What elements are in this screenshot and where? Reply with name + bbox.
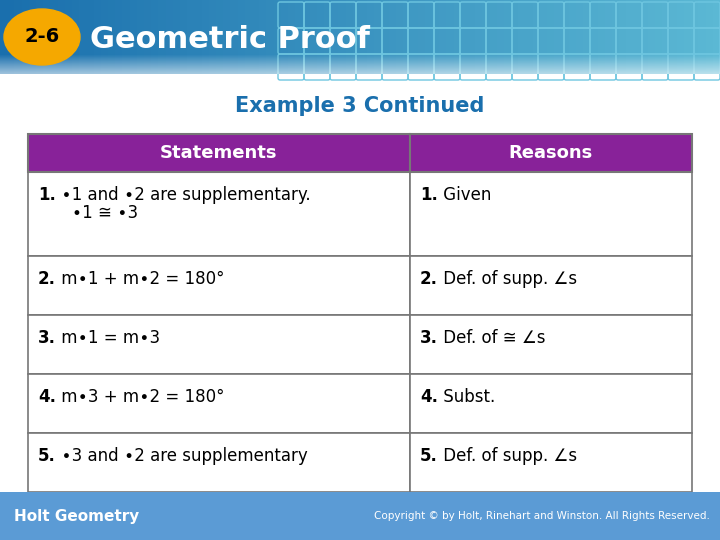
Bar <box>28 315 410 374</box>
Bar <box>0 54 720 55</box>
Text: Example 3 Continued: Example 3 Continued <box>235 96 485 116</box>
Text: Reasons: Reasons <box>509 144 593 162</box>
Text: 4.: 4. <box>420 388 438 406</box>
Text: 3.: 3. <box>420 329 438 347</box>
Bar <box>0 73 720 74</box>
Bar <box>0 56 720 57</box>
Bar <box>410 315 692 374</box>
Text: 5.: 5. <box>38 447 56 465</box>
Bar <box>0 68 720 69</box>
Text: Def. of supp. ∠s: Def. of supp. ∠s <box>438 270 577 288</box>
Text: 2-6: 2-6 <box>24 28 60 46</box>
Text: 4.: 4. <box>38 388 56 406</box>
Bar <box>28 374 410 433</box>
Bar <box>0 69 720 70</box>
Bar <box>410 256 692 315</box>
Bar <box>0 72 720 73</box>
Bar <box>0 58 720 59</box>
Bar <box>0 63 720 64</box>
Bar <box>410 433 692 492</box>
Text: 3.: 3. <box>38 329 56 347</box>
Bar <box>0 70 720 71</box>
Text: m∙1 + m∙2 = 180°: m∙1 + m∙2 = 180° <box>56 270 225 288</box>
Bar <box>0 61 720 62</box>
Bar <box>410 172 692 256</box>
Text: m∙3 + m∙2 = 180°: m∙3 + m∙2 = 180° <box>56 388 225 406</box>
Text: 2.: 2. <box>38 270 56 288</box>
Text: Copyright © by Holt, Rinehart and Winston. All Rights Reserved.: Copyright © by Holt, Rinehart and Winsto… <box>374 511 710 521</box>
Text: ∙3 and ∙2 are supplementary: ∙3 and ∙2 are supplementary <box>56 447 307 465</box>
Text: ∙1 ≅ ∙3: ∙1 ≅ ∙3 <box>56 204 138 222</box>
Text: ∙1 and ∙2 are supplementary.: ∙1 and ∙2 are supplementary. <box>56 186 310 204</box>
Bar <box>0 64 720 65</box>
Bar <box>410 374 692 433</box>
Text: Given: Given <box>438 186 491 204</box>
Bar <box>0 57 720 58</box>
Bar <box>0 71 720 72</box>
Bar <box>410 134 692 172</box>
Text: 2.: 2. <box>420 270 438 288</box>
Text: Subst.: Subst. <box>438 388 495 406</box>
Text: m∙1 = m∙3: m∙1 = m∙3 <box>56 329 160 347</box>
Bar <box>0 60 720 61</box>
Bar <box>0 65 720 66</box>
Text: Def. of supp. ∠s: Def. of supp. ∠s <box>438 447 577 465</box>
Bar <box>0 55 720 56</box>
Bar <box>28 256 410 315</box>
Bar <box>0 62 720 63</box>
Bar <box>28 172 410 256</box>
Bar <box>28 134 410 172</box>
Ellipse shape <box>4 9 80 65</box>
Text: 1.: 1. <box>420 186 438 204</box>
Bar <box>0 59 720 60</box>
Text: 1.: 1. <box>38 186 56 204</box>
Text: Def. of ≅ ∠s: Def. of ≅ ∠s <box>438 329 545 347</box>
Text: 5.: 5. <box>420 447 438 465</box>
Bar <box>0 67 720 68</box>
Bar <box>0 492 720 540</box>
Bar <box>28 433 410 492</box>
Bar <box>0 66 720 67</box>
Text: Geometric Proof: Geometric Proof <box>90 24 370 53</box>
Text: Holt Geometry: Holt Geometry <box>14 509 139 523</box>
Text: Statements: Statements <box>160 144 278 162</box>
